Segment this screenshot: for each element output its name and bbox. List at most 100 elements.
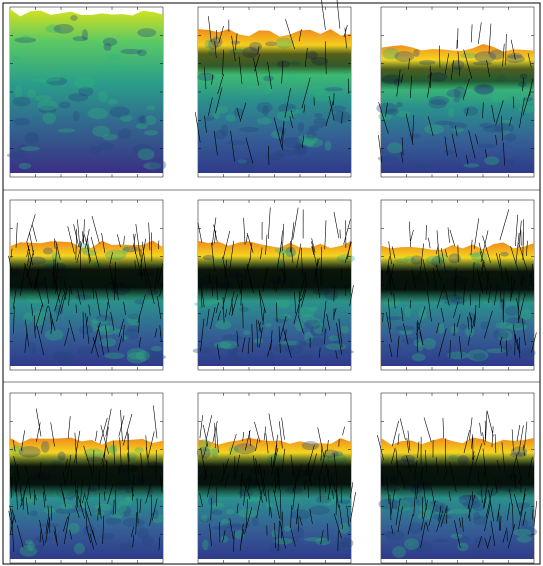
vector [298,271,307,302]
texture [428,96,450,106]
vector [138,314,140,333]
texture [23,312,33,324]
vector [426,290,432,322]
vector [247,234,254,253]
vector [74,432,78,465]
vector [507,524,516,549]
vector [63,288,67,301]
panel [8,392,164,564]
texture [500,251,509,257]
vector [317,427,325,458]
vector [9,505,13,515]
vector [419,243,424,276]
vector [335,482,338,515]
vector [277,520,280,551]
texture [504,133,517,142]
texture [470,547,485,558]
vector [45,517,51,544]
vector [299,516,303,526]
vector [158,536,161,550]
texture [450,533,463,539]
vector [513,494,521,516]
vector [127,452,130,482]
texture [146,105,156,111]
vector [350,492,356,522]
vector [485,410,488,440]
vector [486,271,489,295]
texture [265,503,275,508]
vector [477,471,480,483]
vector [516,338,521,359]
texture [13,117,31,126]
texture [150,345,163,352]
texture [144,115,157,126]
vector [257,46,260,55]
texture [313,117,328,128]
vector [213,130,218,156]
vector [520,493,526,515]
vector [24,319,30,347]
vector [268,145,270,165]
texture [119,542,134,552]
vector [83,445,94,477]
vector [422,259,429,286]
vector [349,285,354,307]
vector [294,292,297,314]
texture [239,126,259,133]
texture [10,445,24,456]
vector [212,285,214,297]
texture [82,249,98,257]
vector [194,112,201,143]
vector [274,434,279,458]
texture [213,341,232,349]
vector [346,505,350,527]
vector [500,515,502,531]
vector [392,420,399,447]
texture [385,108,399,116]
vector [140,238,147,268]
texture [293,144,309,150]
vector [423,417,432,442]
vector [518,425,524,455]
vector [36,325,45,356]
texture [222,526,233,539]
vector [311,238,316,253]
vector [55,240,61,260]
texture [237,158,256,170]
vector [469,417,473,441]
texture [104,352,125,359]
texture [273,343,294,353]
texture [473,352,486,361]
texture [34,535,53,542]
vector [494,478,498,494]
vector [99,417,108,445]
vector [247,337,250,354]
vector [337,530,339,551]
vector [259,327,263,348]
vector [328,96,335,121]
vector [466,455,475,487]
vector [436,510,444,532]
texture [100,533,115,540]
texture [476,143,497,149]
vector [332,490,334,500]
texture [81,29,88,41]
vector [206,308,210,327]
vector [486,60,490,77]
vector [122,325,125,342]
vector [520,277,524,286]
vector [255,458,259,474]
vector [333,513,342,539]
texture [417,341,424,352]
texture [143,350,163,361]
vector [11,508,17,523]
texture [449,122,467,130]
vector [522,78,524,92]
texture [228,524,244,530]
vector [249,243,253,261]
vector [456,314,461,328]
vector [443,284,450,306]
vector [400,152,404,163]
vector [8,510,11,520]
texture [413,541,433,553]
